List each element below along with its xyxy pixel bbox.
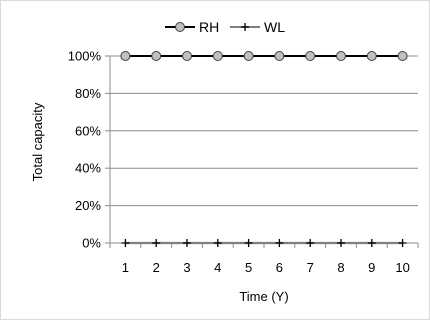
x-tick-label: 2 [153, 260, 160, 275]
series-layer [120, 51, 408, 247]
x-tick-label: 10 [395, 260, 409, 275]
x-tick-labels: 1 2 3 4 5 6 7 8 9 10 [122, 260, 410, 275]
legend-label-wl: WL [264, 19, 285, 35]
point-wl [337, 239, 345, 247]
x-tick-label: 3 [183, 260, 190, 275]
point-wl [121, 239, 130, 247]
point-rh [182, 51, 192, 61]
x-tick-label: 9 [368, 260, 375, 275]
point-wl [367, 239, 376, 247]
y-axis-title: Total capacity [30, 102, 45, 181]
point-rh [243, 51, 254, 61]
point-rh [212, 51, 223, 61]
x-tick-label: 8 [337, 260, 344, 275]
point-wl [398, 239, 407, 247]
y-tick-label: 40% [75, 161, 101, 176]
point-wl [275, 239, 284, 247]
point-rh [366, 51, 377, 61]
point-rh [305, 51, 316, 61]
legend-marker-wl [241, 23, 249, 31]
x-tick-label: 4 [214, 260, 221, 275]
point-rh [397, 51, 408, 61]
point-wl [306, 239, 315, 247]
x-tick-label: 5 [245, 260, 252, 275]
legend-label-rh: RH [199, 19, 219, 35]
point-wl [183, 239, 191, 247]
point-wl [244, 239, 253, 247]
point-rh [151, 51, 162, 61]
x-tick-label: 1 [122, 260, 129, 275]
y-tick-labels: 0% 20% 40% 60% 80% 100% [68, 49, 102, 251]
gridlines [105, 55, 419, 248]
legend-marker-rh [175, 22, 185, 32]
point-wl [152, 239, 161, 247]
x-tick-label: 7 [307, 260, 314, 275]
point-rh [274, 51, 285, 61]
x-tick-label: 6 [276, 260, 283, 275]
y-tick-label: 80% [75, 86, 101, 101]
y-tick-label: 60% [75, 123, 101, 138]
x-axis-title: Time (Y) [239, 289, 288, 304]
y-tick-label: 100% [68, 49, 102, 64]
y-tick-label: 20% [75, 198, 101, 213]
point-rh [336, 51, 346, 61]
point-wl [213, 239, 222, 247]
y-tick-label: 0% [82, 236, 101, 251]
legend: RH WL [165, 19, 285, 35]
point-rh [120, 51, 131, 61]
